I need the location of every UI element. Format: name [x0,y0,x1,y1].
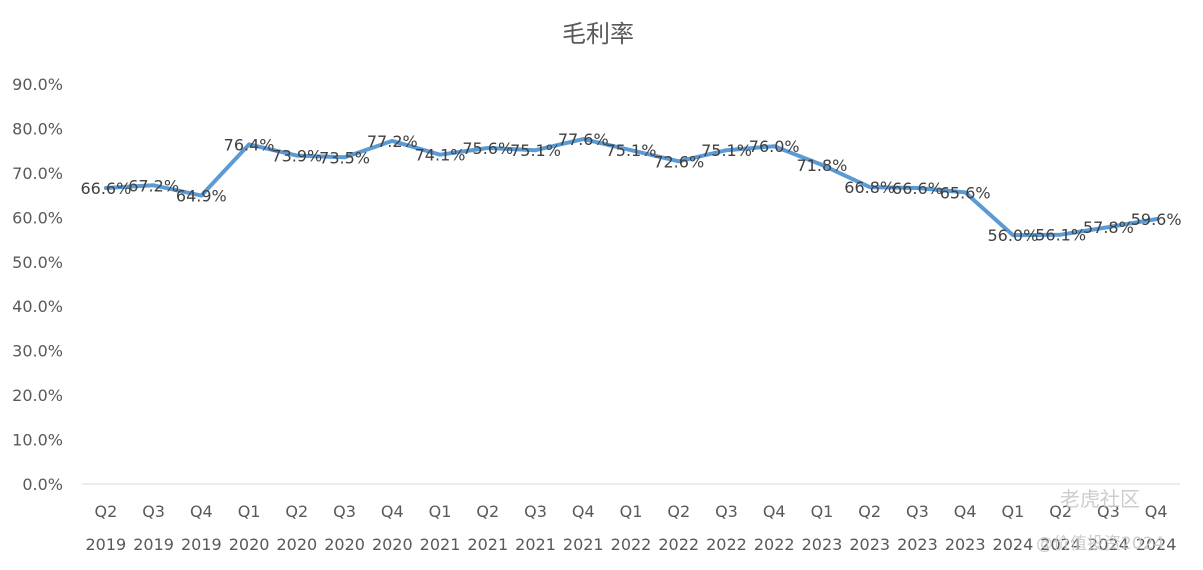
y-tick-label: 0.0% [22,475,63,494]
data-label: 66.8% [844,178,895,197]
y-tick-label: 90.0% [12,75,63,94]
x-tick-quarter: Q3 [715,502,738,521]
x-tick-quarter: Q2 [858,502,881,521]
x-tick-quarter: Q4 [190,502,213,521]
x-tick-year: 2022 [611,535,652,554]
watermark-handle: @价值投资2024 [1036,534,1164,554]
x-tick-quarter: Q4 [572,502,595,521]
x-tick-quarter: Q3 [1097,502,1120,521]
x-tick-quarter: Q1 [811,502,834,521]
x-tick-year: 2020 [276,535,317,554]
x-tick-year: 2023 [849,535,890,554]
y-tick-label: 70.0% [12,164,63,183]
x-tick-quarter: Q3 [142,502,165,521]
y-tick-label: 30.0% [12,342,63,361]
y-tick-label: 20.0% [12,386,63,405]
data-label: 57.8% [1083,218,1134,237]
x-tick-quarter: Q4 [381,502,404,521]
data-label: 76.4% [224,135,275,154]
x-tick-quarter: Q1 [620,502,643,521]
x-tick-year: 2024 [1136,535,1177,554]
x-tick-year: 2023 [802,535,843,554]
data-label: 75.1% [510,141,561,160]
data-label: 56.1% [1035,226,1086,245]
x-tick-year: 2019 [181,535,222,554]
x-tick-year: 2019 [133,535,174,554]
x-tick-year: 2022 [706,535,747,554]
data-label: 77.6% [558,130,609,149]
chart-title: 毛利率 [562,20,634,48]
x-tick-year: 2021 [515,535,556,554]
data-labels: 66.6%67.2%64.9%76.4%73.9%73.5%77.2%74.1%… [80,130,1181,245]
x-tick-quarter: Q4 [1145,502,1168,521]
x-tick-year: 2024 [1040,535,1081,554]
x-tick-year: 2020 [229,535,270,554]
y-tick-label: 40.0% [12,297,63,316]
series-line-gross-margin [103,137,1159,238]
data-label: 76.0% [749,137,800,156]
x-tick-quarter: Q1 [1002,502,1025,521]
y-tick-label: 50.0% [12,253,63,272]
x-tick-quarter: Q1 [429,502,452,521]
data-label: 66.6% [892,179,943,198]
x-tick-year: 2020 [372,535,413,554]
data-label: 72.6% [653,152,704,171]
x-tick-quarter: Q4 [954,502,977,521]
x-tick-quarter: Q3 [906,502,929,521]
x-tick-year: 2022 [658,535,699,554]
x-tick-year: 2021 [467,535,508,554]
data-label: 75.6% [462,139,513,158]
y-tick-label: 80.0% [12,119,63,138]
x-tick-quarter: Q3 [524,502,547,521]
x-tick-year: 2022 [754,535,795,554]
x-tick-quarter: Q2 [94,502,117,521]
x-tick-year: 2024 [1088,535,1129,554]
x-tick-quarter: Q1 [238,502,261,521]
x-tick-year: 2021 [420,535,461,554]
x-tick-quarter: Q2 [667,502,690,521]
x-tick-quarter: Q4 [763,502,786,521]
data-label: 65.6% [940,183,991,202]
x-tick-year: 2023 [897,535,938,554]
data-label: 73.9% [271,147,322,166]
data-label: 67.2% [128,176,179,195]
data-label: 59.6% [1131,210,1182,229]
x-tick-quarter: Q3 [333,502,356,521]
x-tick-year: 2020 [324,535,365,554]
data-label: 66.6% [80,179,131,198]
data-label: 75.1% [606,141,657,160]
y-tick-label: 60.0% [12,208,63,227]
data-label: 73.5% [319,148,370,167]
x-tick-quarter: Q2 [1049,502,1072,521]
y-axis: 0.0% 10.0% 20.0% 30.0% 40.0% 50.0% 60.0% 70.0% 8… [12,75,63,494]
x-tick-quarter: Q2 [476,502,499,521]
data-label: 56.0% [987,226,1038,245]
x-tick-year: 2019 [86,535,127,554]
data-label: 74.1% [415,146,466,165]
x-tick-year: 2023 [945,535,986,554]
x-tick-year: 2021 [563,535,604,554]
x-tick-quarter: Q2 [285,502,308,521]
watermark-brand: 老虎社区 [1060,487,1140,511]
x-tick-year: 2024 [993,535,1034,554]
watermark: 老虎社区 @价值投资2024 [1036,487,1164,554]
data-label: 75.1% [701,141,752,160]
x-axis: Q2 2019 Q3 2019 Q4 2019 Q1 2020 Q2 2020 Q3 2020 Q4 20… [86,502,1177,554]
data-label: 64.9% [176,187,227,206]
data-label: 71.8% [797,156,848,175]
y-tick-label: 10.0% [12,431,63,450]
data-label: 77.2% [367,132,418,151]
